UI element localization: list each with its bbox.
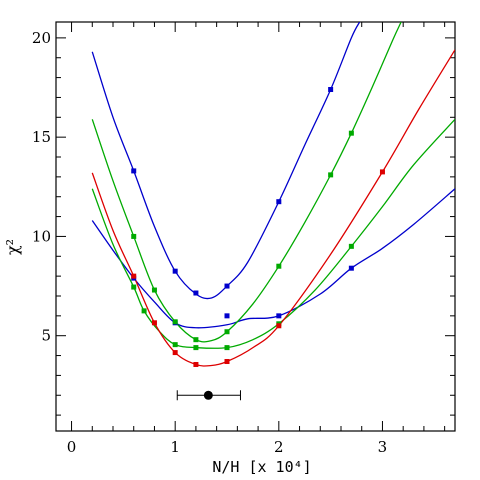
series-points	[131, 87, 385, 367]
y-tick-label: 15	[32, 128, 51, 146]
data-point	[224, 313, 230, 319]
data-point	[193, 337, 199, 343]
x-tick-label: 3	[378, 438, 388, 456]
axis-ticks: 0 1 2 3 5 10 15 20	[32, 22, 455, 456]
measurement-point	[203, 390, 213, 400]
x-axis-title: N/H [x 10⁴]	[212, 458, 311, 476]
data-point	[348, 265, 354, 271]
data-point	[224, 329, 230, 335]
data-point	[379, 169, 385, 175]
data-point	[131, 284, 137, 290]
data-point	[151, 320, 157, 326]
data-point	[193, 345, 199, 351]
y-axis-title: χ²	[3, 239, 22, 255]
series-line-3	[91, 22, 402, 343]
data-point	[276, 313, 282, 319]
y-tick-label: 20	[32, 29, 51, 47]
data-point	[172, 342, 178, 348]
data-point	[348, 243, 354, 249]
y-tick-label: 5	[41, 327, 51, 345]
plot-frame	[55, 21, 456, 432]
data-point	[328, 87, 334, 93]
data-point	[172, 350, 178, 356]
data-point	[131, 168, 137, 174]
data-point	[151, 287, 157, 293]
x-tick-label: 0	[67, 438, 77, 456]
data-point	[224, 345, 230, 351]
data-point	[328, 172, 334, 178]
y-tick-label: 10	[32, 227, 51, 245]
series-line-4	[91, 118, 455, 349]
data-point	[172, 319, 178, 325]
data-point	[276, 323, 282, 329]
data-point	[131, 273, 137, 279]
data-point	[224, 359, 230, 365]
x-tick-label: 1	[170, 438, 180, 456]
data-point	[172, 268, 178, 274]
x-tick-label: 2	[274, 438, 284, 456]
data-point	[224, 283, 230, 289]
measurement-errorbar	[176, 390, 241, 401]
data-point	[141, 308, 147, 314]
data-point	[276, 199, 282, 205]
data-point	[276, 263, 282, 269]
data-point	[193, 290, 199, 296]
data-point	[348, 130, 354, 136]
data-point	[193, 361, 199, 367]
series-line-1	[91, 22, 361, 300]
series-curves	[91, 22, 455, 367]
data-point	[131, 233, 137, 239]
